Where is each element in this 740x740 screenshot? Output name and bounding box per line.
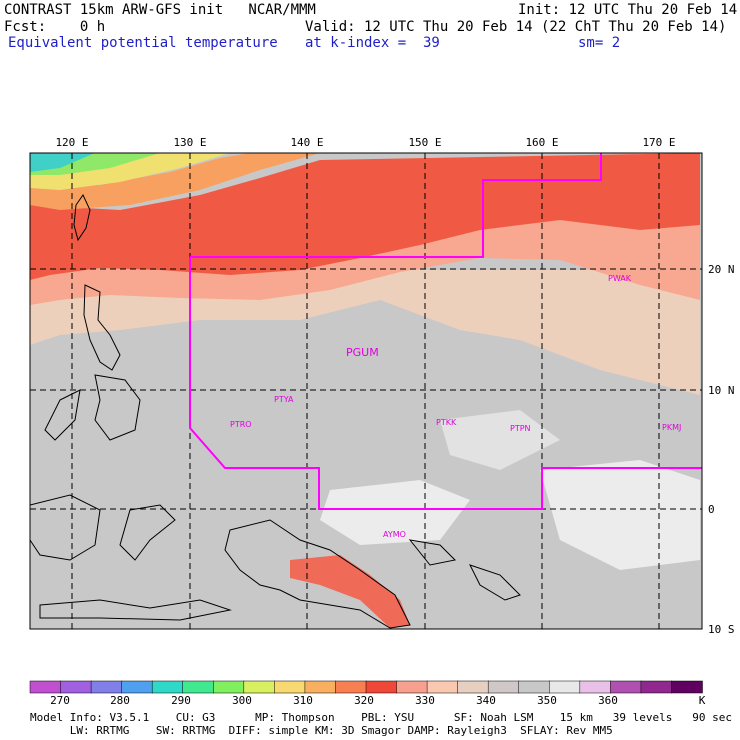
station-label: PTYA xyxy=(274,395,294,404)
field-band-320 xyxy=(30,153,320,210)
field-name: Equivalent potential temperature xyxy=(8,35,278,51)
domain-boundary xyxy=(189,153,702,510)
station-label: PGUM xyxy=(346,346,379,359)
coast-borneo xyxy=(30,494,101,561)
model-info-line1: Model Info: V3.5.1 CU: G3 MP: Thompson P… xyxy=(30,711,732,724)
colorbar-swatch xyxy=(610,680,642,694)
colorbar-swatch xyxy=(90,680,123,694)
colorbar-swatch xyxy=(243,680,276,694)
colorbar-swatch xyxy=(579,680,612,694)
colorbar-swatch xyxy=(60,680,92,694)
coastlines xyxy=(30,194,521,629)
coast-taiwan xyxy=(73,194,91,242)
colorbar-swatch xyxy=(396,680,428,694)
coast-new-britain xyxy=(408,539,457,566)
lon-label: 140 E xyxy=(290,136,323,149)
smoothing: sm= 2 xyxy=(578,35,621,51)
lat-label: 10 N xyxy=(708,384,735,397)
colorbar-tick-label: 320 xyxy=(354,694,374,707)
station-label: PTPN xyxy=(510,424,531,433)
colorbar-labels: 270 280 290 300 310 320 330 340 350 360 … xyxy=(50,694,706,707)
valid-time: Valid: 12 UTC Thu 20 Feb 14 (22 ChT Thu … xyxy=(305,19,727,35)
colorbar-swatch xyxy=(426,680,459,694)
colorbar-swatch xyxy=(640,680,673,694)
colorbar-swatch xyxy=(121,680,153,694)
colorbar-swatch xyxy=(457,680,489,694)
theta-e-field xyxy=(30,153,702,629)
colorbar-swatch xyxy=(518,680,551,694)
field-band-290 xyxy=(30,153,95,172)
colorbar-swatch xyxy=(487,680,520,694)
colorbar-swatch xyxy=(671,680,703,694)
colorbar-tick-label: 330 xyxy=(415,694,435,707)
lat-labels: 20 N 10 N 0 10 S xyxy=(708,263,735,636)
field-light-patch-1 xyxy=(320,480,470,545)
lon-label: 120 E xyxy=(55,136,88,149)
station-label: PWAK xyxy=(608,274,632,283)
lon-label: 170 E xyxy=(642,136,675,149)
colorbar-swatch xyxy=(151,680,184,694)
field-light-patch-2 xyxy=(540,460,700,570)
lat-label: 0 xyxy=(708,503,715,516)
colorbar-tick-label: 300 xyxy=(232,694,252,707)
lon-label: 130 E xyxy=(173,136,206,149)
level-index: at k-index = 39 xyxy=(305,35,440,51)
colorbar-tick-label: 340 xyxy=(476,694,496,707)
station-label: PKMJ xyxy=(662,423,681,432)
colorbar-swatch xyxy=(365,680,398,694)
colorbar-swatch xyxy=(29,680,62,694)
station-label: PTRO xyxy=(230,420,252,429)
coast-lesser-sunda xyxy=(39,599,232,621)
model-info-line2: LW: RRTMG SW: RRTMG DIFF: simple KM: 3D … xyxy=(30,724,613,737)
colorbar-tick-label: 270 xyxy=(50,694,70,707)
colorbar-tick-label: 280 xyxy=(110,694,130,707)
field-band-330 xyxy=(30,153,700,280)
colorbar-swatch xyxy=(182,680,215,694)
colorbar-tick-label: 350 xyxy=(537,694,557,707)
colorbar xyxy=(29,680,703,694)
init-time: Init: 12 UTC Thu 20 Feb 14 xyxy=(518,2,738,18)
model-title: CONTRAST 15km ARW-GFS init NCAR/MMM xyxy=(4,2,316,18)
field-light-patch-3 xyxy=(440,410,560,470)
map-frame xyxy=(29,152,703,630)
lat-label: 10 S xyxy=(708,623,735,636)
coast-palawan xyxy=(44,389,81,441)
field-band-340 xyxy=(30,270,700,395)
colorbar-swatch xyxy=(549,680,581,694)
lon-label: 150 E xyxy=(408,136,441,149)
forecast-hour: Fcst: 0 h xyxy=(4,19,106,35)
coast-new-guinea xyxy=(224,519,411,629)
lon-labels: 120 E 130 E 140 E 150 E 160 E 170 E xyxy=(55,136,675,149)
colorbar-swatch xyxy=(274,680,306,694)
colorbar-swatch xyxy=(213,680,245,694)
colorbar-tick-label: 290 xyxy=(171,694,191,707)
field-warm-patch xyxy=(290,555,410,628)
colorbar-swatch xyxy=(335,680,367,694)
coast-luzon xyxy=(83,284,121,371)
stations: PGUM PTYA PTRO PTKK PTPN PKMJ PWAK AYMO xyxy=(230,274,681,539)
colorbar-swatch xyxy=(304,680,337,694)
coast-sulawesi xyxy=(119,504,176,561)
colorbar-tick-label: 310 xyxy=(293,694,313,707)
colorbar-tick-label: 360 xyxy=(598,694,618,707)
colorbar-unit: K xyxy=(699,694,706,707)
lat-label: 20 N xyxy=(708,263,735,276)
station-label: PTKK xyxy=(436,418,457,427)
coast-solomon xyxy=(469,564,521,601)
coast-mindanao xyxy=(94,374,141,441)
station-label: AYMO xyxy=(383,530,406,539)
lon-label: 160 E xyxy=(525,136,558,149)
